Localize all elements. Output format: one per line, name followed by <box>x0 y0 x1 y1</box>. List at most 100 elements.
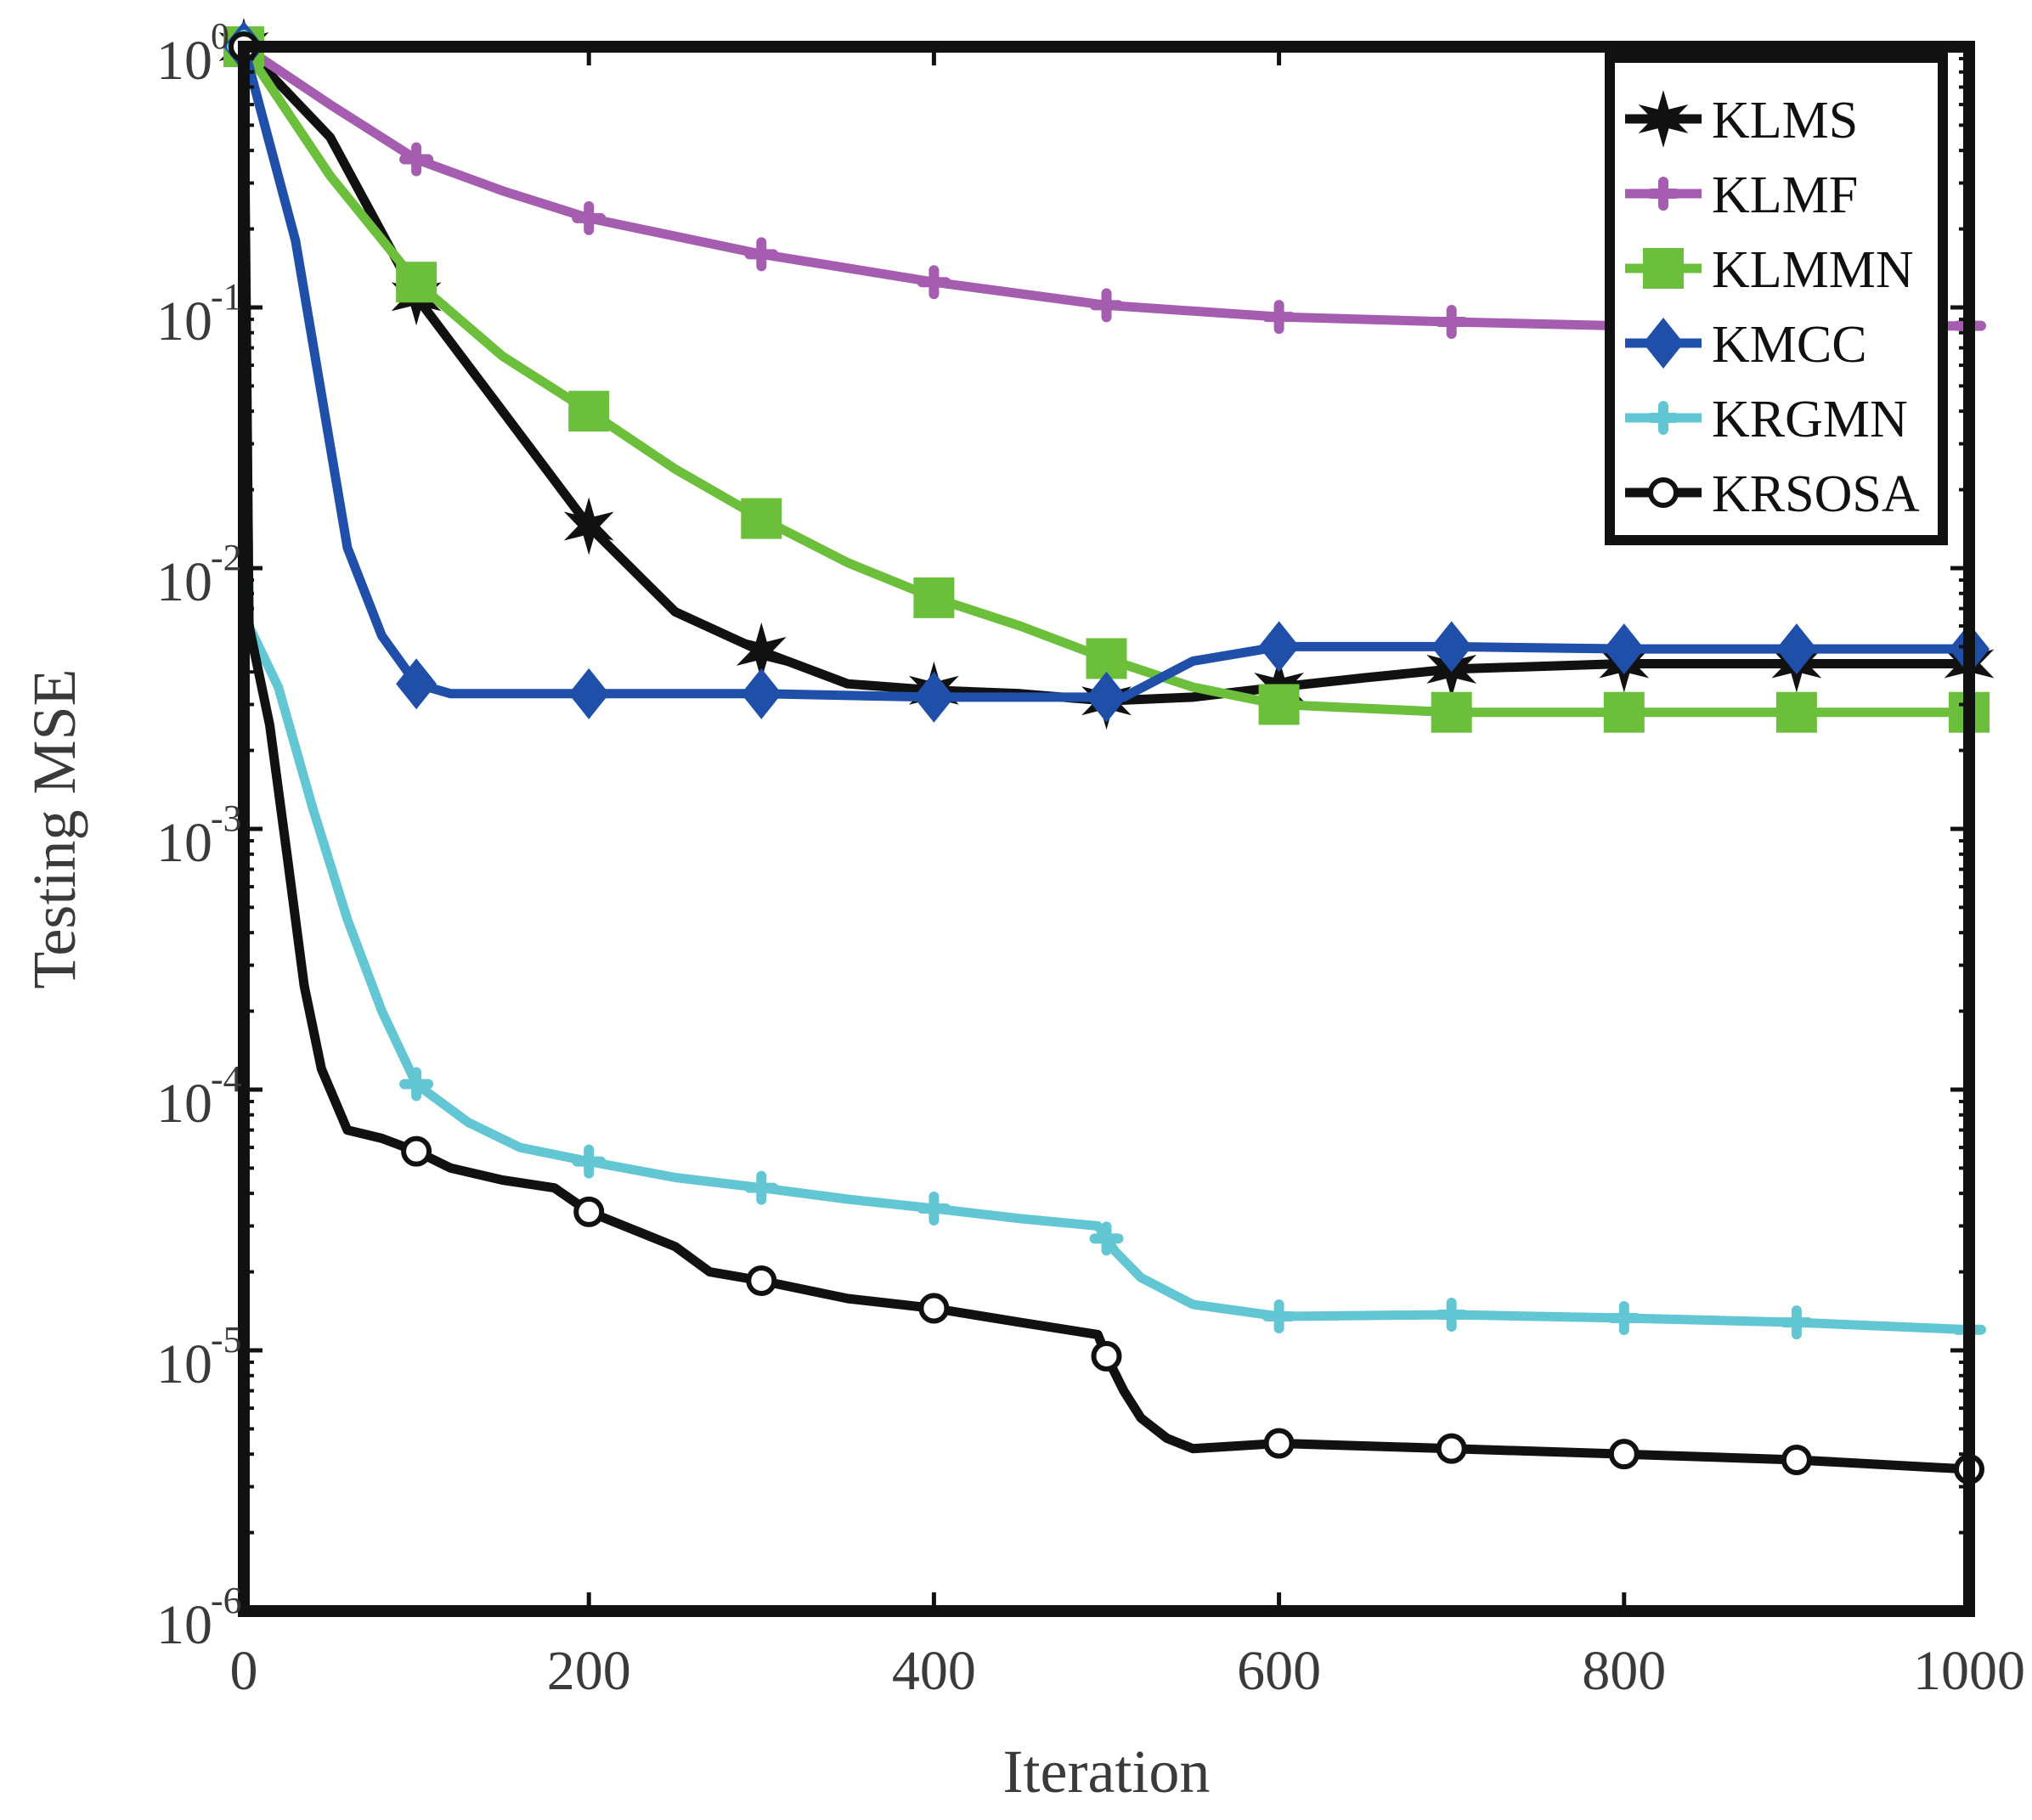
series-marker-krsosa-900 <box>1781 1445 1812 1476</box>
legend-label-klms: KLMS <box>1712 92 1858 149</box>
y-tick-base: 10 <box>156 1073 212 1135</box>
series-marker-klmf-200 <box>572 200 607 235</box>
series-marker-kmcc-200 <box>568 668 610 719</box>
ticks-layer: 0 200 400 600 800 100010010-110-210-310-410-5… <box>156 15 2025 1702</box>
y-tick-exponent: -2 <box>211 537 242 578</box>
series-marker-krgmn-700 <box>1434 1298 1469 1333</box>
legend-label-klmf: KLMF <box>1712 166 1858 224</box>
series-marker-klmmn-600 <box>1258 684 1300 725</box>
series-marker-krsosa-300 <box>746 1265 777 1296</box>
legend-item-kmcc: KMCC <box>1625 316 1867 374</box>
legend-item-klmf: KLMF <box>1625 166 1858 224</box>
y-tick-base: 10 <box>156 1333 212 1395</box>
legend-marker-klmf <box>1646 177 1680 211</box>
legend-label-krsosa: KRSOSA <box>1712 465 1920 523</box>
y-tick-label: 10-6 <box>156 1580 242 1656</box>
series-marker-klmf-300 <box>744 237 779 272</box>
legend-item-klmmn: KLMMN <box>1625 241 1914 299</box>
y-tick-base: 10 <box>156 290 212 352</box>
legend-item-krgmn: KRGMN <box>1625 391 1908 448</box>
legend-marker-krsosa <box>1648 477 1679 508</box>
series-marker-klmmn-200 <box>568 391 610 432</box>
x-tick-label: 200 <box>547 1640 631 1702</box>
series-klmmn <box>223 26 1990 733</box>
series-marker-klmf-700 <box>1434 305 1469 340</box>
series-marker-kmcc-700 <box>1431 621 1472 673</box>
series-marker-krsosa-400 <box>918 1293 950 1324</box>
y-tick-label: 10-4 <box>156 1058 242 1135</box>
series-layer <box>218 18 1995 1485</box>
legend: KLMS KLMF KLMMN KMCC KRGMN KRSOSA <box>1605 53 1948 545</box>
series-line-klms <box>239 42 1974 706</box>
legend-label-kmcc: KMCC <box>1712 316 1867 374</box>
series-marker-klmmn-800 <box>1603 691 1645 733</box>
series-marker-kmcc-500 <box>1086 671 1127 723</box>
legend-label-krgmn: KRGMN <box>1712 391 1908 448</box>
y-tick-label: 10-3 <box>156 797 242 874</box>
series-marker-krsosa-100 <box>401 1135 432 1167</box>
y-tick-label: 10-5 <box>156 1319 242 1395</box>
series-marker-kmcc-100 <box>396 658 437 710</box>
y-tick-exponent: -6 <box>211 1580 242 1621</box>
series-marker-krsosa-600 <box>1263 1428 1295 1459</box>
series-marker-krsosa-700 <box>1436 1433 1467 1464</box>
series-marker-klmmn-400 <box>913 577 955 618</box>
x-tick-label: 400 <box>892 1640 976 1702</box>
series-marker-klmf-100 <box>399 142 434 177</box>
y-tick-label: 100 <box>156 15 229 92</box>
series-marker-klmf-400 <box>917 265 951 300</box>
series-marker-klmf-500 <box>1089 288 1124 323</box>
x-tick-label: 0 <box>230 1640 258 1702</box>
series-marker-kmcc-800 <box>1603 623 1645 675</box>
y-tick-label: 10-1 <box>156 276 242 352</box>
series-marker-kmcc-300 <box>741 668 782 719</box>
series-marker-klmmn-900 <box>1775 691 1817 733</box>
legend-label-klmmn: KLMMN <box>1712 241 1914 299</box>
legend-marker-kmcc <box>1643 318 1684 369</box>
series-marker-krsosa-200 <box>573 1196 605 1227</box>
x-tick-label: 1000 <box>1913 1640 2025 1702</box>
series-marker-krgmn-500 <box>1089 1221 1124 1256</box>
x-axis-title: Iteration <box>1003 1738 1211 1806</box>
series-marker-krgmn-100 <box>399 1067 434 1102</box>
series-marker-krgmn-300 <box>744 1170 779 1205</box>
y-tick-exponent: 0 <box>211 15 229 57</box>
y-tick-exponent: -4 <box>211 1058 242 1100</box>
y-tick-base: 10 <box>156 551 212 613</box>
y-tick-exponent: -3 <box>211 797 242 839</box>
legend-item-klms: KLMS <box>1625 90 1858 149</box>
series-marker-krgmn-900 <box>1779 1305 1814 1340</box>
series-marker-krgmn-600 <box>1262 1299 1296 1333</box>
series-krgmn <box>227 30 1986 1347</box>
series-marker-kmcc-400 <box>913 671 955 723</box>
series-marker-krgmn-200 <box>572 1144 607 1179</box>
y-tick-base: 10 <box>156 30 212 92</box>
y-tick-base: 10 <box>156 1594 212 1656</box>
series-marker-klmf-600 <box>1262 300 1296 335</box>
y-tick-exponent: -5 <box>211 1319 242 1361</box>
series-line-krsosa <box>239 42 1974 1474</box>
series-marker-krgmn-800 <box>1606 1300 1641 1335</box>
legend-item-krsosa: KRSOSA <box>1625 465 1920 523</box>
series-marker-klmmn-300 <box>741 498 782 539</box>
series-marker-krsosa-500 <box>1091 1340 1122 1372</box>
series-marker-klmmn-700 <box>1431 691 1472 733</box>
x-tick-label: 600 <box>1237 1640 1321 1702</box>
series-marker-klms-300 <box>736 622 787 680</box>
series-line-krgmn <box>239 42 1974 1335</box>
legend-marker-klmmn <box>1643 248 1684 289</box>
series-marker-klms-200 <box>563 497 614 555</box>
y-axis-title: Testing MSE <box>20 669 88 989</box>
series-kmcc <box>223 21 1990 723</box>
series-marker-klmmn-100 <box>396 262 437 303</box>
y-tick-label: 10-2 <box>156 537 242 613</box>
series-marker-krgmn-400 <box>917 1191 951 1226</box>
series-marker-kmcc-900 <box>1775 623 1817 675</box>
legend-marker-klms <box>1638 90 1689 148</box>
legend-marker-krgmn <box>1646 401 1680 435</box>
y-tick-exponent: -1 <box>211 276 242 318</box>
x-tick-label: 800 <box>1582 1640 1666 1702</box>
series-marker-krsosa-800 <box>1608 1439 1640 1470</box>
y-tick-base: 10 <box>156 812 212 874</box>
